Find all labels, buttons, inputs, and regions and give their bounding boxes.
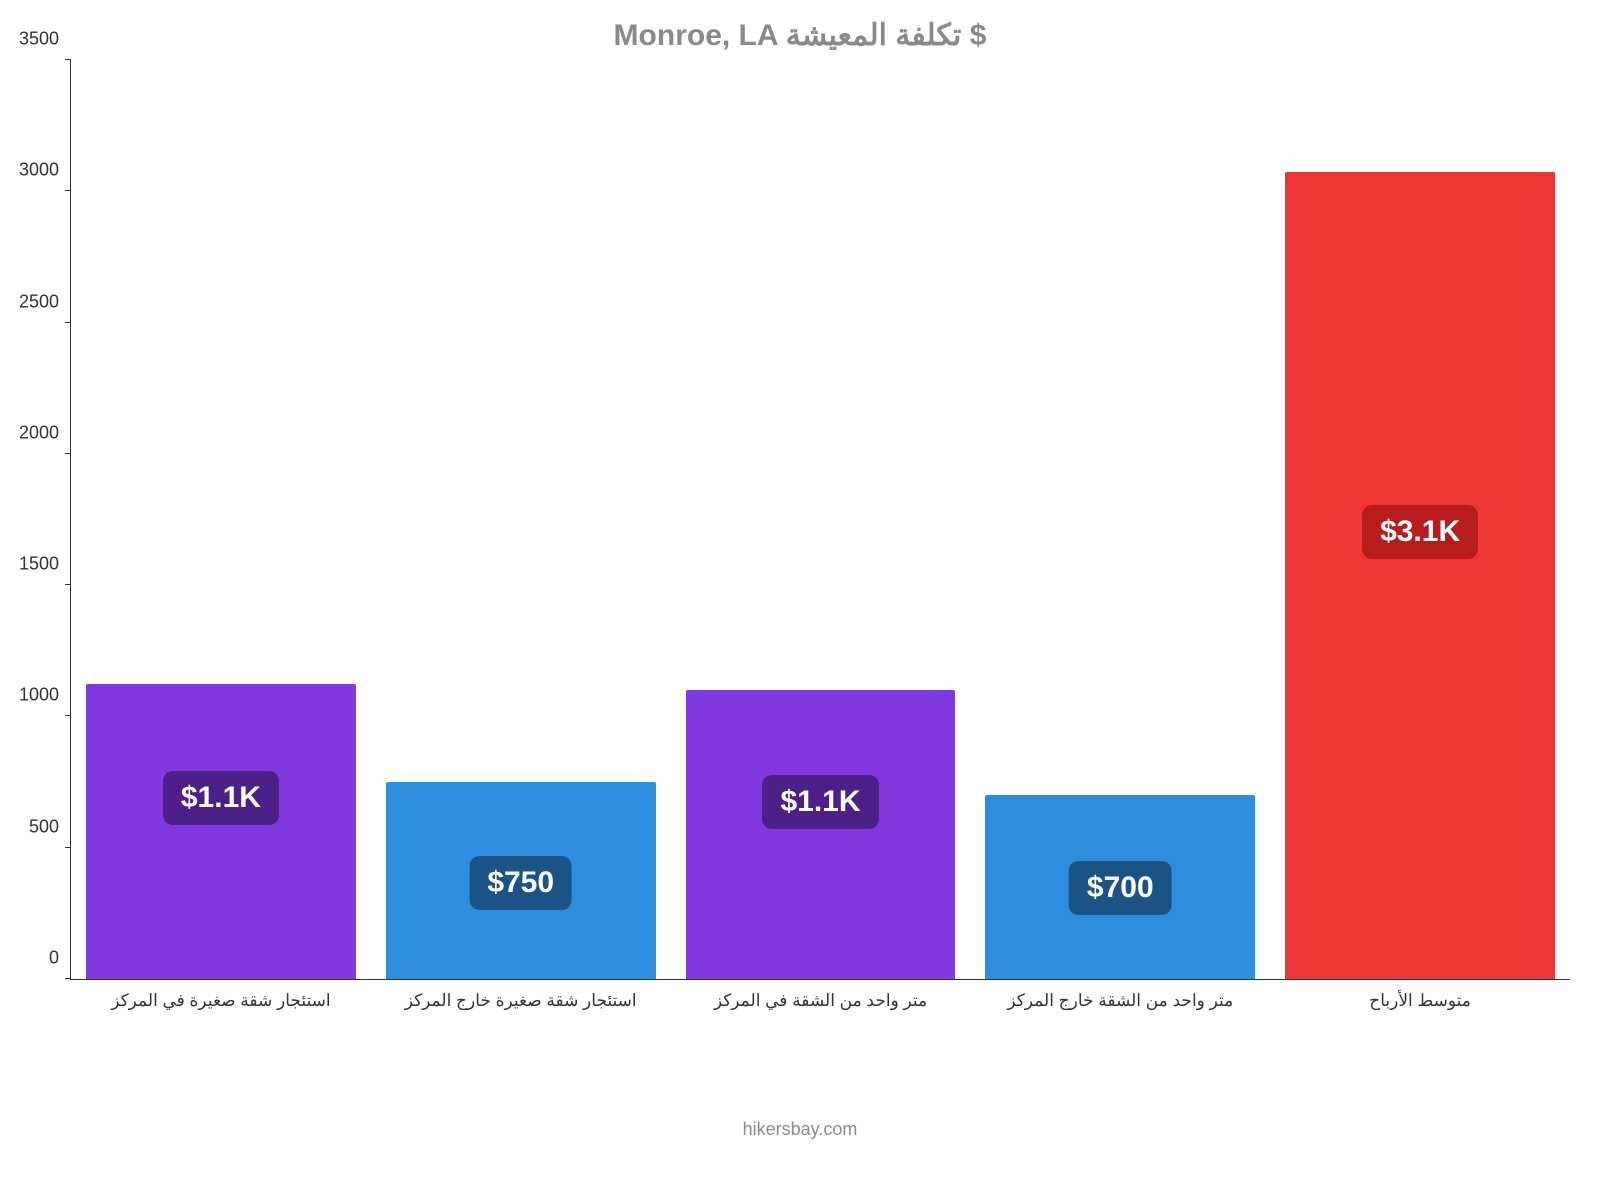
bar-value-4: $3.1K	[1362, 505, 1478, 559]
cost-of-living-chart: Monroe, LA تكلفة المعيشة $ 0 500 1000 15…	[0, 0, 1600, 1200]
bar-slot-2: $1.1K متر واحد من الشقة في المركز	[686, 60, 956, 979]
ylabel-5: 2500	[9, 291, 59, 312]
bar-slot-1: $750 استئجار شقة صغيرة خارج المركز	[386, 60, 656, 979]
chart-credit: hikersbay.com	[0, 1119, 1600, 1140]
bar-xlabel-2: متر واحد من الشقة في المركز	[670, 991, 970, 1011]
bar-value-3: $700	[1069, 861, 1172, 915]
bar-xlabel-0: استئجار شقة صغيرة في المركز	[71, 991, 371, 1011]
bar-value-2: $1.1K	[762, 775, 878, 829]
bar-value-0: $1.1K	[163, 771, 279, 825]
bar-slot-3: $700 متر واحد من الشقة خارج المركز	[985, 60, 1255, 979]
bar-slot-4: $3.1K متوسط الأرباح	[1285, 60, 1555, 979]
bar-slot-0: $1.1K استئجار شقة صغيرة في المركز	[86, 60, 356, 979]
bar-value-1: $750	[469, 856, 572, 910]
bar-0	[86, 684, 356, 979]
ylabel-2: 1000	[9, 685, 59, 706]
bar-xlabel-1: استئجار شقة صغيرة خارج المركز	[371, 991, 671, 1011]
ylabel-4: 2000	[9, 422, 59, 443]
ylabel-1: 500	[9, 816, 59, 837]
bars-container: $1.1K استئجار شقة صغيرة في المركز $750 ا…	[71, 60, 1570, 979]
chart-title: Monroe, LA تكلفة المعيشة $	[0, 18, 1600, 53]
plot-area: 0 500 1000 1500 2000 2500 3000 3500 $1.1…	[70, 60, 1570, 980]
bar-xlabel-4: متوسط الأرباح	[1270, 991, 1570, 1011]
ylabel-7: 3500	[9, 29, 59, 50]
ylabel-6: 3000	[9, 160, 59, 181]
bar-2	[686, 690, 956, 979]
ylabel-0: 0	[9, 948, 59, 969]
ylabel-3: 1500	[9, 554, 59, 575]
bar-4	[1285, 172, 1555, 979]
bar-xlabel-3: متر واحد من الشقة خارج المركز	[970, 991, 1270, 1011]
